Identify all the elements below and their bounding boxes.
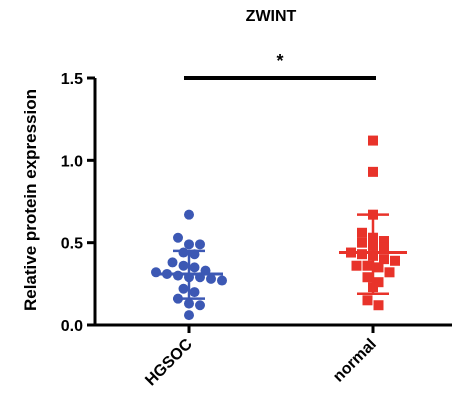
hgsoc-point [184,310,194,321]
hgsoc-point [195,239,205,250]
hgsoc-point [189,287,200,298]
hgsoc-point [184,209,194,220]
hgsoc-point [173,270,183,281]
x-tick-label: normal [330,336,380,386]
normal-point [373,300,384,311]
hgsoc-point [217,275,227,286]
significance-star: * [276,51,283,71]
normal-point [357,237,367,248]
normal-point [357,249,367,260]
hgsoc-point [189,262,200,273]
normal-point [390,255,400,266]
chart-title: ZWINT [246,8,297,25]
hgsoc-point [151,267,161,278]
normal-point [351,260,362,271]
hgsoc-point [184,239,194,250]
normal-point [362,272,373,283]
normal-point [384,267,395,278]
y-tick-label: 0.5 [61,236,83,253]
normal-point [373,262,384,273]
hgsoc-point [206,273,216,284]
normal-point [362,260,373,271]
normal-point [368,166,378,177]
normal-point [379,254,389,265]
normal-point [362,295,373,306]
significance-annotation: * [184,51,376,80]
hgsoc-point [184,298,194,309]
hgsoc-point [167,257,178,268]
normal-point [357,227,367,238]
hgsoc-point [173,232,183,243]
hgsoc-point [195,300,205,311]
y-tick-label: 1.5 [61,71,83,88]
y-tick-label: 1.0 [61,153,83,170]
normal-point [379,242,389,253]
hgsoc-point [178,260,189,271]
y-tick-label: 0.0 [61,318,83,335]
y-axis-label: Relative protein expression [21,89,40,311]
data-marks [151,135,407,321]
normal-point [379,236,389,247]
normal-point [368,135,378,146]
x-tick-label: HGSOC [142,335,196,389]
hgsoc-point [178,247,189,258]
axes: 0.0 0.5 1.0 1.5 HGSOC normal [61,71,452,389]
normal-point [373,277,384,288]
hgsoc-point [178,283,189,294]
